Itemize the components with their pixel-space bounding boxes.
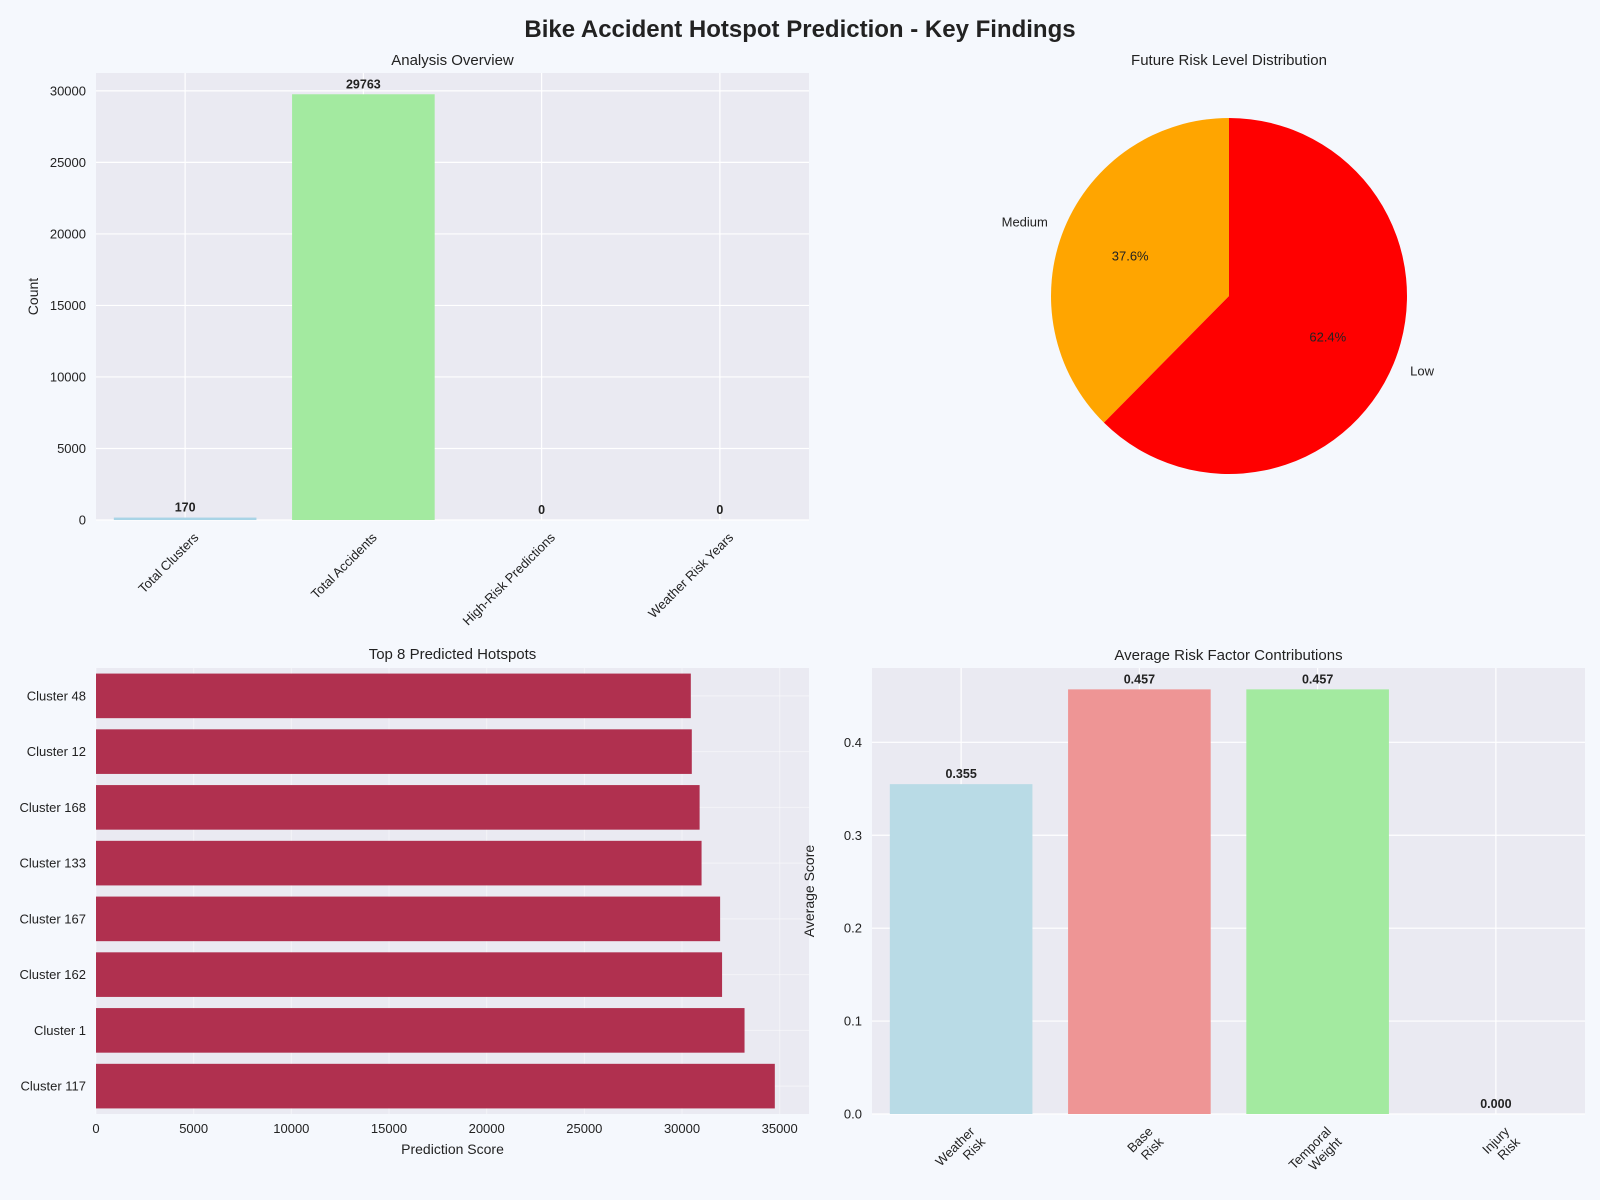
y-tick-label: 0.1 — [844, 1014, 862, 1029]
bar — [292, 94, 435, 520]
bar — [96, 1008, 745, 1053]
top-hotspots-chart: 0 5000 10000 15000 20000 25000 30000 35000 Clust… — [20, 646, 809, 1157]
x-tick-label: 15000 — [371, 1121, 407, 1136]
y-tick-label: Cluster 117 — [20, 1079, 86, 1094]
y-tick-label: 0.2 — [844, 921, 862, 936]
analysis-overview-chart: 0 5000 10000 15000 20000 25000 30000 170 29763 0 0… — [25, 52, 809, 628]
y-tick-label: Cluster 133 — [20, 856, 86, 871]
bar-value-label: 0.355 — [945, 767, 976, 781]
x-tick-label: 30000 — [664, 1121, 700, 1136]
pie-slice — [1051, 118, 1229, 423]
bar — [113, 517, 257, 520]
x-tick-label: 0 — [92, 1121, 99, 1136]
x-tick-label: Total Clusters — [135, 529, 202, 596]
bar — [96, 673, 691, 719]
y-tick-label: Cluster 48 — [27, 688, 86, 703]
y-tick-label: 20000 — [50, 226, 86, 241]
bar — [96, 729, 692, 774]
bar — [96, 785, 700, 830]
bar — [96, 896, 721, 942]
bar-value-label: 0.000 — [1480, 1097, 1511, 1111]
bar — [96, 952, 723, 997]
bar-value-label: 29763 — [346, 77, 381, 91]
x-axis-label: Prediction Score — [401, 1141, 504, 1157]
pie-slice — [1103, 118, 1407, 474]
y-tick-label: Cluster 167 — [20, 911, 86, 926]
y-tick-label: Cluster 162 — [20, 967, 86, 982]
bar — [1246, 689, 1389, 1114]
x-tick-label: Weather Risk Years — [645, 529, 737, 621]
chart-title: Average Risk Factor Contributions — [1114, 647, 1342, 664]
chart-title: Future Risk Level Distribution — [1131, 52, 1327, 69]
bar — [889, 784, 1033, 1114]
x-tick-label: TemporalWeight — [1286, 1124, 1345, 1183]
bar-value-label: 170 — [175, 501, 196, 515]
x-tick-label: 25000 — [566, 1121, 602, 1136]
y-tick-label: 15000 — [50, 298, 86, 313]
y-tick-label: 30000 — [50, 83, 86, 98]
x-tick-label: 20000 — [469, 1121, 505, 1136]
bar — [96, 840, 702, 886]
y-tick-label: 0.4 — [844, 735, 862, 750]
bar-value-label: 0 — [538, 503, 545, 517]
x-tick-label: High-Risk Predictions — [460, 529, 559, 628]
bar-value-label: 0.457 — [1124, 672, 1155, 686]
x-tick-label: BaseRisk — [1124, 1123, 1166, 1165]
risk-distribution-chart: Future Risk Level Distribution Medium 37.6… — [1002, 52, 1435, 474]
page-title: Bike Accident Hotspot Prediction - Key F… — [524, 16, 1076, 43]
x-tick-label: InjuryRisk — [1479, 1123, 1523, 1167]
y-tick-label: 0.0 — [844, 1107, 862, 1122]
bar-value-label: 0.457 — [1302, 672, 1333, 686]
risk-factors-chart: 0.0 0.1 0.2 0.3 0.4 0.355 0.457 0.457 0.000 Weath… — [801, 647, 1585, 1183]
pie-pct-label: 37.6% — [1112, 248, 1149, 263]
pie-label: Low — [1410, 363, 1434, 378]
bar-value-label: 0 — [716, 503, 723, 517]
pie-label: Medium — [1002, 215, 1048, 230]
y-tick-label: 0.3 — [844, 828, 862, 843]
y-axis-label: Count — [25, 278, 41, 315]
chart-title: Top 8 Predicted Hotspots — [369, 646, 537, 663]
bar — [1068, 689, 1211, 1114]
x-tick-label: 35000 — [762, 1121, 798, 1136]
y-tick-label: 10000 — [50, 369, 86, 384]
x-tick-label: 10000 — [273, 1121, 309, 1136]
y-tick-label: Cluster 168 — [20, 800, 86, 815]
y-tick-label: Cluster 1 — [34, 1023, 86, 1038]
plot-area — [96, 73, 809, 520]
chart-title: Analysis Overview — [391, 52, 514, 69]
bar — [96, 1063, 775, 1109]
x-tick-label: 5000 — [179, 1121, 208, 1136]
y-tick-label: 5000 — [57, 441, 86, 456]
y-tick-label: 0 — [79, 513, 86, 528]
pie-pct-label: 62.4% — [1309, 330, 1346, 345]
x-tick-label: Total Accidents — [308, 529, 380, 601]
x-tick-label: WeatherRisk — [932, 1123, 988, 1179]
y-tick-label: Cluster 12 — [27, 744, 86, 759]
y-tick-label: 25000 — [50, 155, 86, 170]
y-axis-label: Average Score — [801, 845, 817, 938]
